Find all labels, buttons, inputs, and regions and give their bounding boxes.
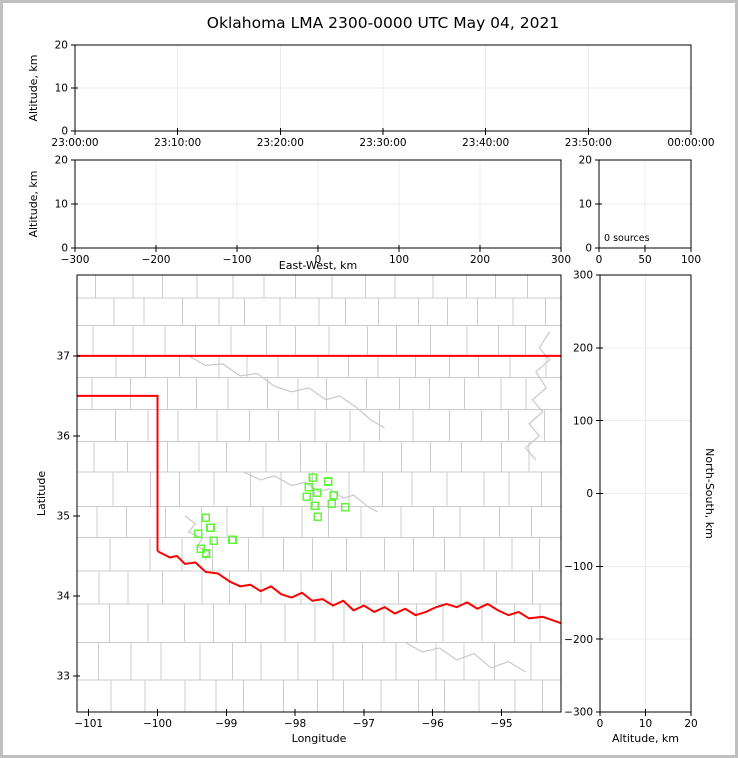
x-tick-label: −95 [490,718,512,730]
station-marker [209,536,219,546]
x-tick-label: 0 [597,718,604,730]
station-marker [228,535,237,545]
y-tick-label: −100 [564,561,593,573]
x-tick-label: 100 [389,254,409,266]
river-line [188,355,385,429]
river-line [243,471,378,513]
x-tick-label: −101 [74,718,103,730]
y-tick-label: −200 [564,634,593,646]
y-tick-label: 35 [57,511,70,523]
y-tick-label: 37 [57,351,70,363]
station-marker [341,502,350,512]
panel-border [76,274,562,713]
state-border-red-river [157,550,561,625]
station-marker [308,473,318,483]
x-tick-label: 23:10:00 [154,137,201,149]
ew-height-panel-xlabel: East-West, km [279,259,357,272]
ns-height-panel: 0 10 20 300 200 100 0 −100 −200 −300 Altitude, km N… [564,270,716,745]
x-tick-label: 23:50:00 [565,137,612,149]
y-tick-label: 10 [55,83,68,95]
x-tick-label: 200 [470,254,490,266]
time-height-panel: 23:00:00 23:10:00 23:20:00 23:30:00 23:40:00… [27,40,715,149]
x-tick-label: 10 [639,718,652,730]
ns-height-panel-ylabel: North-South, km [703,448,716,539]
x-tick-label: −100 [143,718,172,730]
river-line [524,331,551,461]
figure-title: Oklahoma LMA 2300-0000 UTC May 04, 2021 [206,14,560,32]
y-tick-label: 36 [57,431,71,443]
station-marker [327,499,336,509]
y-tick-label: 0 [586,488,593,500]
x-tick-label: 20 [684,718,697,730]
x-tick-label: −300 [61,254,90,266]
ns-height-panel-xlabel: Altitude, km [612,732,679,745]
y-tick-label: 10 [55,199,68,211]
x-tick-label: −200 [142,254,171,266]
station-marker [323,477,333,486]
y-tick-label: 0 [61,243,68,255]
x-tick-label: −97 [353,718,375,730]
x-tick-label: 23:30:00 [359,137,406,149]
station-marker [206,523,215,533]
y-tick-label: 34 [57,591,71,603]
y-tick-label: 200 [573,343,593,355]
station-marker [310,501,320,511]
map-ylabel: Latitude [35,471,48,517]
y-tick-label: 20 [55,40,68,52]
y-tick-label: 10 [579,199,592,211]
station-marker [304,482,314,492]
y-tick-label: 20 [579,155,592,167]
ew-height-panel-ylabel: Altitude, km [27,170,40,237]
x-tick-label: 23:20:00 [257,137,304,149]
y-tick-label: 100 [573,415,593,427]
y-tick-label: 0 [61,126,68,138]
station-marker [313,512,323,522]
station-marker [193,529,203,539]
x-tick-label: −98 [284,718,306,730]
station-marker [312,488,322,497]
x-tick-label: −99 [215,718,237,730]
x-tick-label: 300 [551,254,571,266]
y-tick-label: −300 [564,707,593,719]
station-marker [196,544,206,554]
river-line [404,641,526,673]
map-xlabel: Longitude [292,732,347,745]
time-height-panel-ylabel: Altitude, km [27,54,40,121]
x-tick-label: 100 [681,254,701,266]
x-tick-label: 00:00:00 [667,137,714,149]
x-tick-label: 23:40:00 [462,137,509,149]
x-tick-label: −96 [422,718,444,730]
state-border-line [77,394,159,552]
x-tick-label: −100 [223,254,252,266]
x-tick-label: 0 [315,254,322,266]
x-tick-label: 23:00:00 [51,137,98,149]
station-marker [202,549,211,558]
y-tick-label: 33 [57,671,70,683]
y-tick-label: 300 [573,270,593,282]
ew-height-panel: −300 −200 −100 0 100 200 300 0 10 20 East-West, km… [27,155,571,272]
plan-map-panel: −101 −100 −99 −98 −97 −96 −95 33 34 35 36 37 Longitu… [35,274,562,745]
lma-station-markers [193,473,350,558]
x-tick-label: 50 [638,254,651,266]
map-content [77,275,561,712]
sources-count-annotation: 0 sources [604,233,650,244]
county-boundaries [77,275,561,712]
station-marker [201,513,210,523]
station-marker [329,490,338,500]
station-marker [302,492,312,502]
plot-canvas: 23:00:00 23:10:00 23:20:00 23:30:00 23:40:00… [27,40,716,745]
y-tick-label: 20 [55,155,68,167]
x-tick-label: 0 [596,254,603,266]
y-tick-label: 0 [585,243,592,255]
